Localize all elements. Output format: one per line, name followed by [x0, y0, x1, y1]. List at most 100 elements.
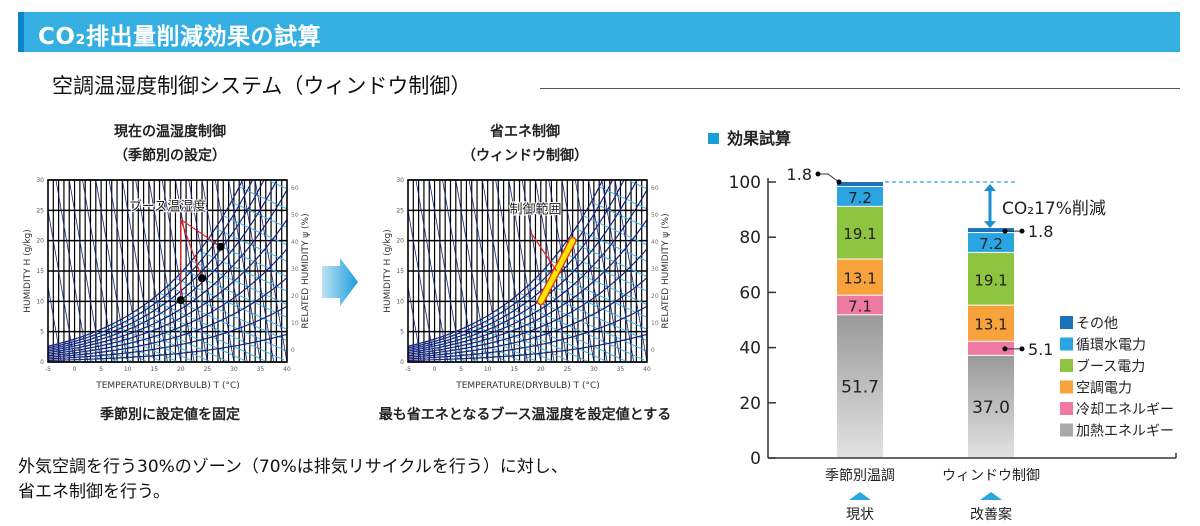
x-tick-label: 15 [510, 366, 518, 373]
annotation-label: ブース温湿度 [129, 198, 206, 214]
description-line1: 外気空調を行う30%のゾーン（70%は排気リサイクルを行う）に対し、 [18, 457, 568, 477]
x-axis-label: TEMPERATURE(DRYBULB) T (°C) [95, 381, 240, 391]
x-tick-label: 5 [99, 366, 103, 373]
callout-dot [836, 179, 842, 185]
legend-label: 加熱エネルギー [1076, 424, 1174, 440]
y-tick-label: 15 [396, 268, 404, 275]
y-tick-label: 80 [739, 228, 761, 248]
up-triangle-icon [849, 492, 871, 500]
y-tick-label: 25 [36, 207, 44, 214]
volume-line [601, 180, 635, 362]
wet-bulb-line [583, 215, 647, 246]
volume-line [95, 180, 129, 362]
data-label: 7.2 [979, 235, 1003, 253]
right-title-line2: （ウィンドウ制御） [462, 148, 588, 164]
wet-bulb-line [408, 345, 444, 362]
data-label: 19.1 [974, 271, 1007, 289]
description-line2: 省エネ制御を行う。 [18, 482, 170, 502]
x-tick-label: 30 [590, 366, 598, 373]
rh-curve [408, 180, 604, 347]
legend-swatch [1060, 380, 1073, 394]
y-tick-label: 0 [40, 359, 44, 366]
volume-line [254, 180, 287, 362]
left-chart-title: 現在の温湿度制御 （季節別の設定） [50, 120, 290, 168]
y2-tick-label: 60 [291, 185, 299, 192]
y2-tick-label: 0 [651, 347, 655, 354]
wet-bulb-line [87, 334, 150, 362]
y-tick-label: 10 [396, 298, 404, 305]
x-tick-label: 30 [230, 366, 238, 373]
volume-line [68, 180, 102, 362]
wet-bulb-line [207, 239, 287, 278]
bar-segment [968, 228, 1014, 233]
arrow-head-down-icon [984, 221, 996, 229]
y-tick-label: 0 [750, 449, 761, 469]
wet-bulb-line [231, 201, 287, 228]
pointer-line [180, 219, 203, 279]
legend-swatch [1060, 423, 1073, 437]
legend-label: 循環水電力 [1076, 338, 1146, 354]
wet-bulb-line [199, 250, 287, 292]
wet-bulb-line [591, 201, 647, 228]
x-tick-label: 35 [617, 366, 625, 373]
y2-axis-label: RELATED HUMIDITY ψ (%) [301, 213, 311, 328]
subtitle: 空調温湿度制御システム（ウィンドウ制御） [52, 74, 472, 98]
volume-line [495, 180, 528, 362]
plot-frame [407, 179, 648, 363]
volume-line [548, 180, 582, 362]
category-label: ウィンドウ制御 [942, 468, 1040, 484]
legend-label: その他 [1076, 316, 1118, 332]
bar-segment [837, 259, 883, 295]
rh-curve [408, 189, 647, 354]
callout-dot [1019, 228, 1025, 234]
wet-bulb-line [215, 228, 287, 262]
volume-line [468, 180, 502, 362]
category-label: 季節別温調 [825, 467, 895, 484]
wet-bulb-line [119, 319, 213, 362]
annotation-label: 制御範囲 [509, 202, 561, 217]
legend-swatch [1060, 359, 1073, 372]
volume-line [55, 180, 89, 362]
volume-line [228, 180, 261, 362]
rh-curve [408, 219, 647, 355]
y2-tick-label: 60 [651, 185, 659, 192]
legend-swatch [1060, 402, 1073, 415]
wet-bulb-line [598, 186, 647, 210]
volume-line [48, 283, 62, 362]
volume-line [415, 180, 449, 362]
x-tick-label: 10 [484, 366, 492, 373]
y-tick-label: 5 [40, 329, 44, 336]
callout-dot [815, 171, 821, 177]
data-label: 19.1 [843, 225, 876, 243]
bar-segment [837, 182, 883, 186]
bar-segment [837, 186, 883, 206]
x-tick-label: 40 [283, 366, 291, 373]
control-range-band [538, 238, 576, 304]
y-tick-label: 60 [739, 283, 761, 303]
volume-line [481, 180, 515, 362]
callout-dot [1002, 346, 1008, 352]
y2-tick-label: 50 [651, 212, 659, 219]
wet-bulb-line [79, 336, 135, 362]
wet-bulb-line [567, 239, 647, 278]
square-bullet-icon [708, 133, 719, 144]
bar-segment [837, 206, 883, 259]
volume-line [588, 180, 621, 362]
volume-line [161, 180, 195, 362]
left-caption: 季節別に設定値を固定 [100, 407, 240, 423]
x-tick-label: -5 [45, 366, 51, 373]
rh-curve [48, 305, 287, 360]
callout-label: 1.8 [1028, 222, 1053, 241]
legend-label: 冷却エネルギー [1076, 402, 1174, 418]
volume-line [148, 180, 182, 362]
y2-tick-label: 40 [291, 239, 299, 246]
psychrometric-chart-current: -5 0 5 10 15 20 25 30 35 400510152025300102030405… [23, 177, 311, 391]
wet-bulb-line [143, 304, 269, 362]
y-tick-label: 0 [400, 359, 404, 366]
legend-swatch [1060, 316, 1073, 329]
data-label: 13.1 [974, 316, 1007, 334]
y-tick-label: 10 [36, 298, 44, 305]
legend-swatch [1060, 337, 1073, 351]
bar-segment [837, 295, 883, 315]
right-title-line1: 省エネ制御 [490, 124, 560, 140]
